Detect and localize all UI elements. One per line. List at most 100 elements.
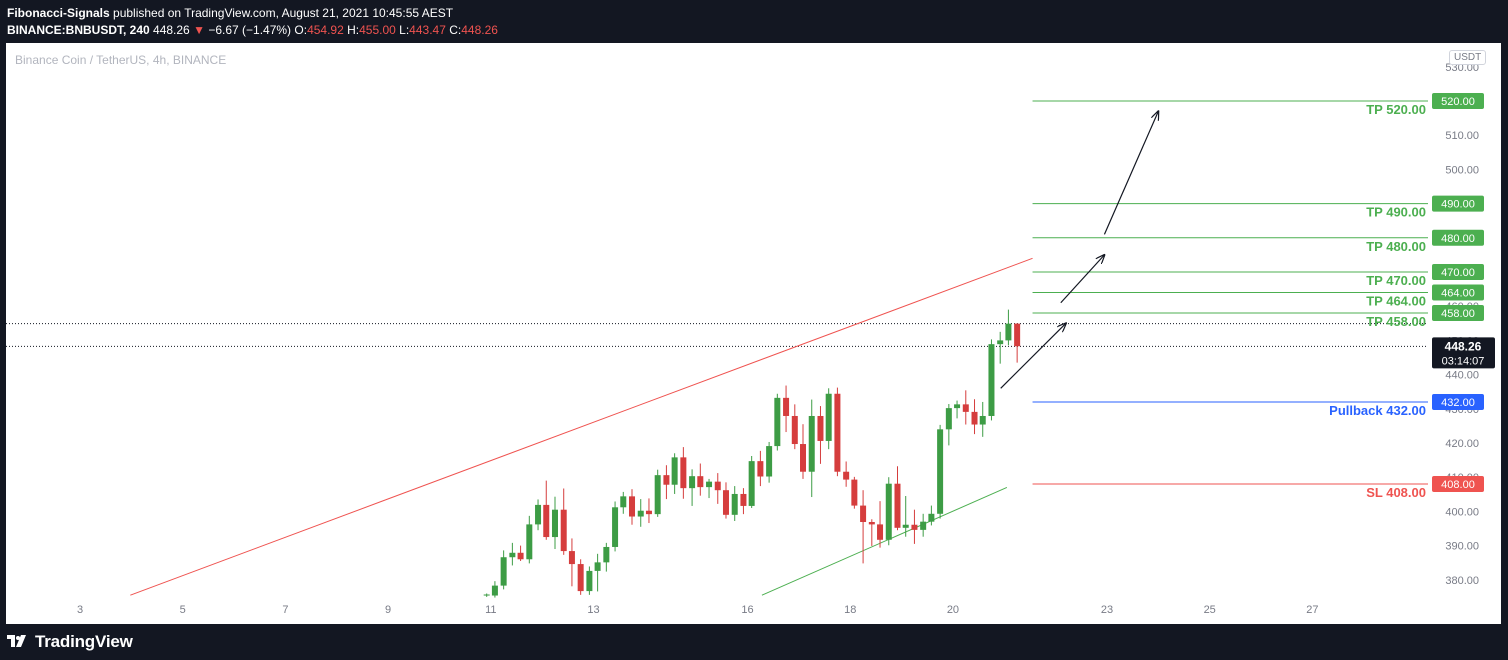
axis-price-tag: 490.00 [1432,195,1484,212]
candle [629,489,636,525]
candle-body [689,476,696,489]
low-value: 443.47 [409,23,446,37]
axis-price-tag: 480.00 [1432,229,1484,246]
axis-price-tag: 470.00 [1432,264,1484,280]
price-chart[interactable]: Binance Coin / TetherUS, 4h, BINANCE TP … [6,43,1501,624]
candle [509,542,516,566]
candle [551,496,558,550]
close-value: 448.26 [461,23,498,37]
candle-body [800,444,807,472]
candle-body [988,344,995,416]
down-arrow-icon: ▼ [193,23,205,37]
candle-body [714,481,721,491]
symbol-name[interactable]: BINANCE:BNBUSDT, 240 [7,23,150,37]
author-name[interactable]: Fibonacci-Signals [7,6,110,20]
axis-price-tag: 408.00 [1432,476,1484,493]
x-tick-label: 3 [77,604,83,616]
axis-price-tag: 520.00 [1432,93,1484,109]
close-label: C: [449,23,462,37]
candle-body [766,446,773,477]
level-label: TP 458.00 [1366,314,1426,329]
candle-body [911,524,918,530]
candle [568,538,575,587]
last-price-tag-bg [1432,337,1495,369]
candle-body [629,496,636,517]
axis-price-tag-text: 470.00 [1441,267,1475,279]
candle-body [1005,323,1012,341]
candle-body [817,415,824,441]
level-label: TP 470.00 [1366,273,1426,288]
candle [988,339,995,421]
candle-body [962,404,969,412]
candle [706,478,713,499]
y-tick-label: 390.00 [1445,541,1479,553]
candle-body [680,457,687,489]
x-tick-label: 16 [741,604,753,616]
candle-body [740,493,747,506]
candle [885,477,892,546]
candle-body [860,505,867,523]
candle [663,465,670,500]
candle-body [577,564,584,592]
y-tick-label: 500.00 [1445,164,1479,176]
candle-body [509,552,516,558]
x-tick-label: 9 [385,604,391,616]
candle [491,581,498,598]
brand-footer[interactable]: TradingView [7,631,133,653]
currency-badge[interactable]: USDT [1449,50,1487,65]
candle-body [568,551,575,565]
x-tick-label: 18 [844,604,856,616]
y-tick-label: 420.00 [1445,438,1479,450]
candle [774,393,781,451]
candle [851,476,858,509]
candle-body [783,397,790,416]
candle-body [808,415,815,472]
candle-body [620,496,627,508]
candle [791,404,798,450]
candle-body [945,408,952,430]
candle [757,450,764,487]
candle [689,469,696,506]
x-tick-label: 13 [587,604,599,616]
candle-body [637,510,644,517]
candle [543,480,550,540]
candle-body [979,415,986,425]
candle-body [645,510,652,515]
candle-body [791,415,798,445]
high-value: 455.00 [359,23,396,37]
publish-info: published on TradingView.com, August 21,… [113,6,454,20]
candle [945,404,952,446]
axis-price-tag: 458.00 [1432,305,1484,322]
axis-price-tag: 432.00 [1432,393,1484,410]
candle [894,466,901,531]
level-label: TP 464.00 [1366,294,1426,309]
candle-body [697,476,704,488]
candle-body [731,493,738,515]
candle [817,406,824,464]
chart-pane[interactable]: Binance Coin / TetherUS, 4h, BINANCE TP … [6,43,1501,624]
candle-body [902,524,909,528]
candle-body [834,393,841,472]
candle [671,453,678,494]
open-value: 454.92 [307,23,344,37]
level-label: Pullback 432.00 [1329,403,1426,418]
axis-price-tag: 464.00 [1432,284,1484,301]
resistance-trendline [130,257,1033,596]
candle [902,496,909,537]
axis-price-tag-bg [1432,305,1484,322]
candle [783,385,790,433]
candle-body [868,522,875,525]
axis-price-tag-text: 520.00 [1441,96,1475,108]
x-tick-label: 23 [1101,604,1113,616]
y-tick-label: 380.00 [1445,575,1479,587]
candle [1005,309,1012,346]
candle [834,387,841,477]
tradingview-logo-icon [7,635,26,647]
level-label: SL 408.00 [1366,485,1426,500]
brand-name: TradingView [35,632,133,651]
candle-body [937,429,944,514]
candle [535,499,542,531]
candle [714,473,721,504]
candle-body [1014,323,1021,347]
candle [766,441,773,483]
